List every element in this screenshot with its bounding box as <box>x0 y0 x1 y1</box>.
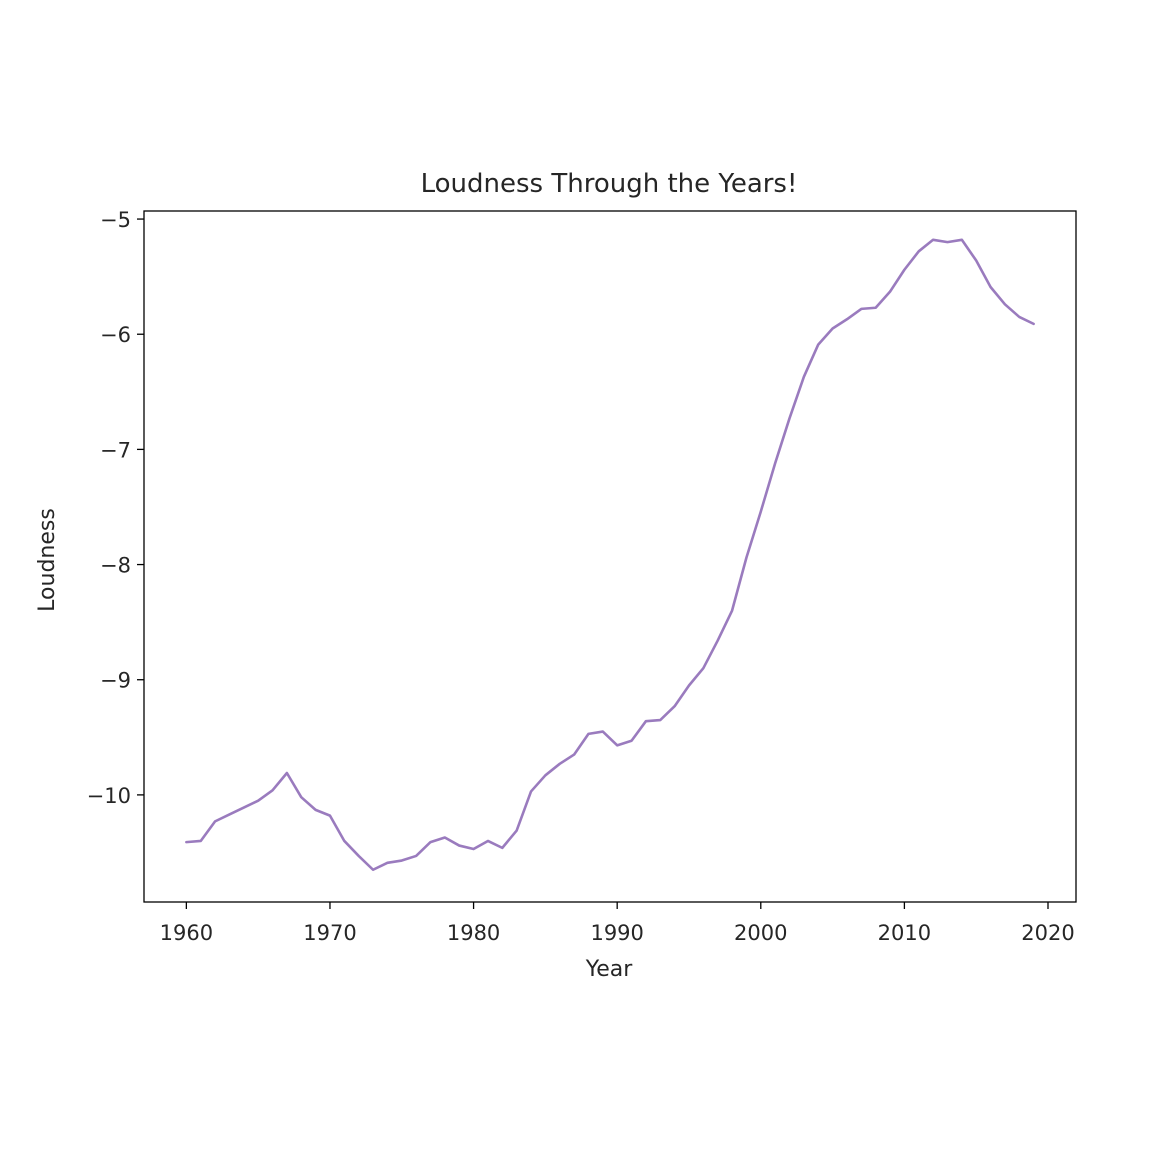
series-line <box>185 238 1035 872</box>
x-tick-label: 1990 <box>590 921 643 945</box>
x-axis-title: Year <box>585 957 634 982</box>
y-tick-label: −8 <box>100 554 131 578</box>
x-tick-label: 1980 <box>447 921 500 945</box>
y-tick-label: −6 <box>100 323 131 347</box>
y-tick-label: −9 <box>100 669 131 693</box>
y-axis-title: Loudness <box>35 508 60 612</box>
chart-title: Loudness Through the Years! <box>421 169 798 199</box>
plot-frame <box>143 210 1077 903</box>
x-tick-label: 2020 <box>1021 921 1074 945</box>
x-tick-label: 2010 <box>878 921 931 945</box>
x-tick-label: 1970 <box>303 921 356 945</box>
y-tick-label: −5 <box>100 208 131 232</box>
x-tick-label: 2000 <box>734 921 787 945</box>
plot-area: 1960 1970 1980 1990 2000 2010 2020 −10 −9 −8 −7 −6 −… <box>87 208 1077 945</box>
x-tick-label: 1960 <box>160 921 213 945</box>
y-tick-label: −10 <box>87 784 131 808</box>
y-tick-label: −7 <box>100 438 131 462</box>
